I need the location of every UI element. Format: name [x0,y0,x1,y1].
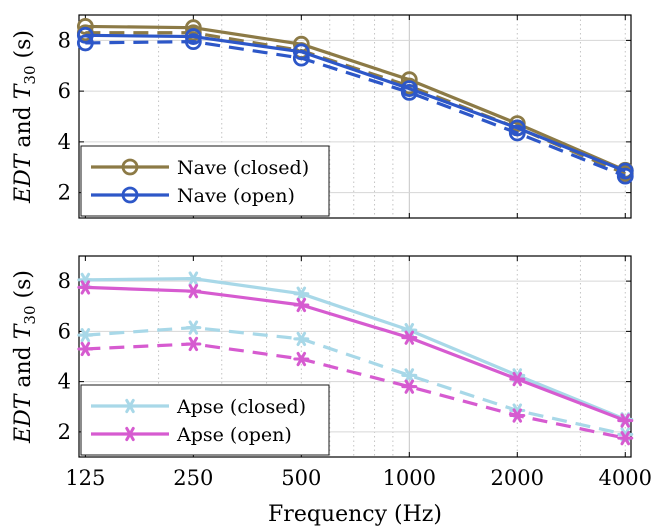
series-unnamed-1 [77,320,634,442]
legend-box [80,145,330,217]
data-point [77,280,94,295]
ylabel-unit: (s) [11,30,36,65]
data-point [293,331,310,347]
x-tick-label: 125 [65,466,105,490]
legend-label: Nave (open) [177,185,295,207]
ylabel-t: T [11,82,36,99]
data-point [401,330,418,345]
data-point [617,431,634,446]
data-point [293,351,310,367]
y-tick-label: 2 [58,181,71,205]
data-point [77,272,94,287]
data-point [185,320,202,335]
data-point [121,158,139,176]
data-point [616,167,634,185]
legend-label: Apse (closed) [176,396,306,418]
data-point [76,34,94,52]
data-point [616,162,634,180]
y-tick-label: 4 [58,130,71,154]
y-axis-label: EDT and T30 (s) [11,270,39,444]
data-point [617,413,634,428]
data-point [509,371,526,387]
ylabel-edt: EDT [11,388,36,444]
legend-item: Nave (open) [91,185,295,207]
ylabel-and: and [11,99,36,147]
data-point [122,426,138,442]
data-point [185,284,202,299]
axes-box [78,14,632,219]
data-point [293,297,310,313]
series-line [85,40,626,178]
data-point [77,341,94,357]
y-tick-label: 6 [58,319,71,343]
legend-box [80,384,330,456]
y-axis-label: EDT and T30 (s) [11,30,39,204]
x-tick-label: 500 [281,466,321,490]
legend: Apse (closed) Apse (open) [80,384,330,456]
data-point [184,28,202,45]
series-line [85,24,626,172]
legend-label: Nave (closed) [177,157,309,179]
legend-item: Apse (open) [91,424,292,446]
data-point [185,271,202,286]
data-point [77,328,94,343]
x-tick-label: 2000 [491,466,544,490]
ylabel-edt: EDT [11,148,36,204]
x-tick-label: 250 [173,466,213,490]
data-point [185,336,202,352]
series-unnamed-3 [77,336,634,446]
y-tick-label: 8 [58,28,71,52]
data-point [293,286,310,301]
data-point [184,33,202,51]
data-point [508,119,526,137]
data-point [401,368,418,383]
legend-label: Apse (open) [176,424,292,446]
data-point [401,379,418,394]
series-line [85,342,626,440]
data-point [292,49,310,67]
series-unnamed-3 [76,33,634,185]
ylabel-and: and [11,339,36,387]
ylabel-t: T [11,322,36,339]
legend-item: Apse (closed) [91,396,306,418]
y-tick-label: 2 [58,420,71,444]
series-line [85,277,626,421]
data-point [508,124,526,142]
series-line [85,326,626,436]
legend-item: Nave (closed) [91,157,309,179]
axes-box [78,255,632,458]
y-tick-label: 6 [58,79,71,103]
x-tick-label: 4000 [599,466,652,490]
y-tick-label: 4 [58,370,71,394]
data-point [121,186,139,204]
ylabel-subscript: 30 [21,65,39,84]
ylabel-unit: (s) [11,270,36,305]
data-point [122,398,138,414]
data-point [509,408,526,423]
panel-top: 2 4 6 8 Nave (closed) Nave (open) EDT and T30 … [11,14,634,219]
series-apse-open [77,280,634,428]
y-tick-label: 8 [58,269,71,293]
x-tick-label: 1000 [383,466,436,490]
data-point [400,83,418,101]
ylabel-subscript: 30 [21,305,39,324]
series-line [85,33,626,173]
legend: Nave (closed) Nave (open) [80,145,330,217]
x-axis-label: Frequency (Hz) [268,502,442,527]
series-line [85,285,626,423]
